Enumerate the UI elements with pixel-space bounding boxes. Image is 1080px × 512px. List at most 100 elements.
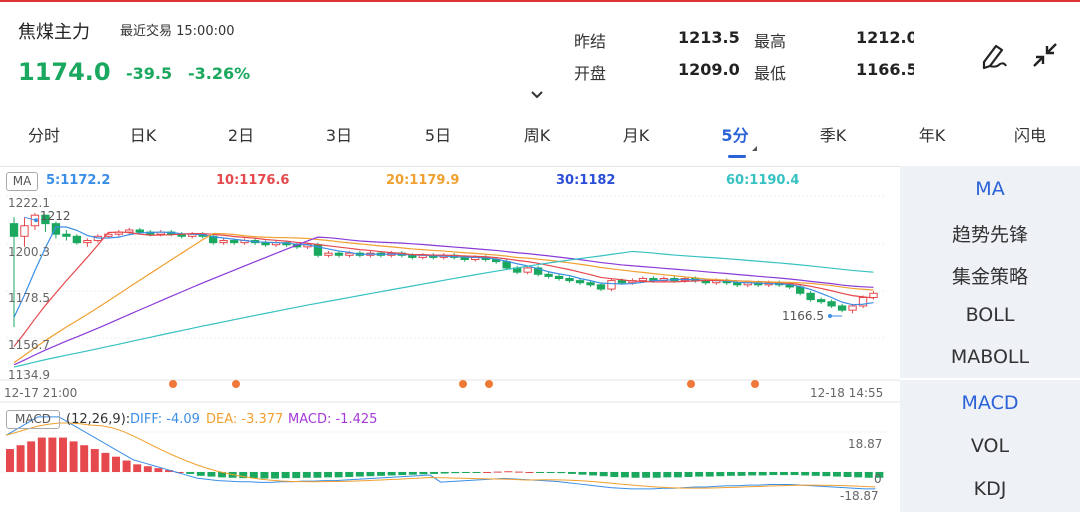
tab-2day[interactable]: 2日 <box>227 126 255 145</box>
macd-bar <box>112 456 120 472</box>
macd-bar <box>440 472 449 474</box>
ma5-value: 5:1172.2 <box>46 173 111 188</box>
macd-bar <box>281 472 290 479</box>
macd-params: (12,26,9): <box>66 412 131 427</box>
macd-bar <box>207 472 216 477</box>
event-marker-dot <box>485 380 493 388</box>
macd-bar <box>59 437 67 472</box>
tab-monthly-k[interactable]: 月K <box>622 126 650 145</box>
price-change-pct: -3.26% <box>188 64 251 83</box>
collapse-icon[interactable] <box>1028 38 1062 72</box>
macd-bar <box>377 472 386 476</box>
tab-daily-k[interactable]: 日K <box>129 126 157 145</box>
macd-diff: DIFF: -4.09 <box>130 412 200 427</box>
sidebar-item-kdj[interactable]: KDJ <box>973 478 1007 500</box>
macd-bar <box>260 472 269 479</box>
last-price: 1174.0 <box>18 58 111 86</box>
candle-body <box>816 299 826 303</box>
sidebar-divider <box>900 378 1080 380</box>
macd-bar <box>631 472 640 478</box>
macd-bar <box>705 472 714 477</box>
tab-quarter-k[interactable]: 季K <box>819 126 847 145</box>
macd-bar <box>271 472 280 479</box>
macd-bar <box>218 472 226 478</box>
candle-body <box>607 280 616 290</box>
macd-bar <box>620 472 629 478</box>
y-label-top: 1222.1 <box>8 196 50 210</box>
expand-chevron-icon[interactable] <box>530 90 544 100</box>
tab-dropdown-triangle-icon[interactable] <box>752 146 757 151</box>
candle-body <box>596 284 606 290</box>
candle-body <box>41 214 50 225</box>
candle-body <box>460 256 469 261</box>
ma-indicator-chip[interactable]: MA <box>6 172 38 191</box>
macd-bar <box>154 468 163 472</box>
chart-top-border <box>0 166 900 167</box>
macd-y-mid: 0 <box>874 472 882 486</box>
macd-bar <box>875 472 884 478</box>
sidebar-item-ma[interactable]: MA <box>975 178 1005 200</box>
candle-body <box>586 282 595 286</box>
macd-bar <box>536 472 545 473</box>
stat-label-high: 最高 <box>754 32 787 51</box>
macd-bar <box>186 472 195 474</box>
macd-bar <box>673 472 682 478</box>
candle-body <box>72 235 82 244</box>
stat-value-low: 1166.5 <box>856 60 914 79</box>
ma30-line <box>13 236 874 366</box>
macd-bar <box>832 472 841 477</box>
sidebar-item-trend[interactable]: 趋势先锋 <box>951 224 1028 246</box>
sidebar-item-vol[interactable]: VOL <box>970 435 1010 457</box>
macd-bar <box>175 472 184 473</box>
macd-bar <box>239 472 248 479</box>
tab-3day[interactable]: 3日 <box>325 126 353 145</box>
candle-body <box>617 280 627 284</box>
macd-bar <box>811 472 820 476</box>
candlestick-chart[interactable] <box>0 0 900 512</box>
low-marker-label: 1166.5 <box>782 309 824 323</box>
sidebar-item-boll[interactable]: BOLL <box>965 304 1015 326</box>
ma10-line <box>13 231 874 347</box>
ma5-line <box>13 226 874 318</box>
candle-body <box>135 229 144 233</box>
macd-bar <box>196 472 205 476</box>
tab-fenshi[interactable]: 分时 <box>27 126 61 145</box>
macd-bar <box>451 472 460 474</box>
macd-y-bottom: -18.87 <box>840 489 879 503</box>
sidebar-item-macd[interactable]: MACD <box>961 392 1019 414</box>
tab-flash[interactable]: 闪电 <box>1013 126 1047 145</box>
y-label-4: 1156.7 <box>8 338 50 352</box>
tab-weekly-k[interactable]: 周K <box>523 126 551 145</box>
macd-bar <box>461 472 470 473</box>
sidebar-item-maboll[interactable]: MABOLL <box>950 346 1030 368</box>
macd-bar <box>472 472 481 473</box>
ma60-line <box>13 250 874 368</box>
candle-body <box>51 223 61 235</box>
macd-indicator-chip[interactable]: MACD <box>6 410 60 429</box>
macd-dea: DEA: -3.377 <box>206 412 284 427</box>
macd-bar <box>493 471 502 473</box>
macd-diff-line <box>5 416 876 490</box>
stat-label-prev-settle: 昨结 <box>574 32 607 51</box>
macd-bar <box>101 452 110 472</box>
macd-bar <box>430 472 439 474</box>
macd-bar <box>854 472 863 478</box>
tab-yearly-k[interactable]: 年K <box>918 126 946 145</box>
macd-bar <box>652 472 661 478</box>
edit-pen-icon[interactable] <box>976 38 1010 72</box>
macd-bar <box>758 472 767 476</box>
candle-body <box>104 233 113 237</box>
tab-5day[interactable]: 5日 <box>424 126 452 145</box>
candle-body <box>261 242 270 246</box>
ma30-value: 30:1182 <box>556 173 616 188</box>
candle-body <box>62 233 71 237</box>
macd-bar <box>387 472 396 476</box>
sidebar-item-strategy[interactable]: 集金策略 <box>951 266 1028 288</box>
macd-bar <box>345 472 354 477</box>
top-accent-line <box>0 0 1080 2</box>
ma20-line <box>13 232 874 364</box>
candle-body <box>523 267 532 273</box>
candle-body <box>554 275 564 280</box>
tab-5min[interactable]: 5分 <box>721 126 749 145</box>
macd-bar <box>525 472 534 473</box>
